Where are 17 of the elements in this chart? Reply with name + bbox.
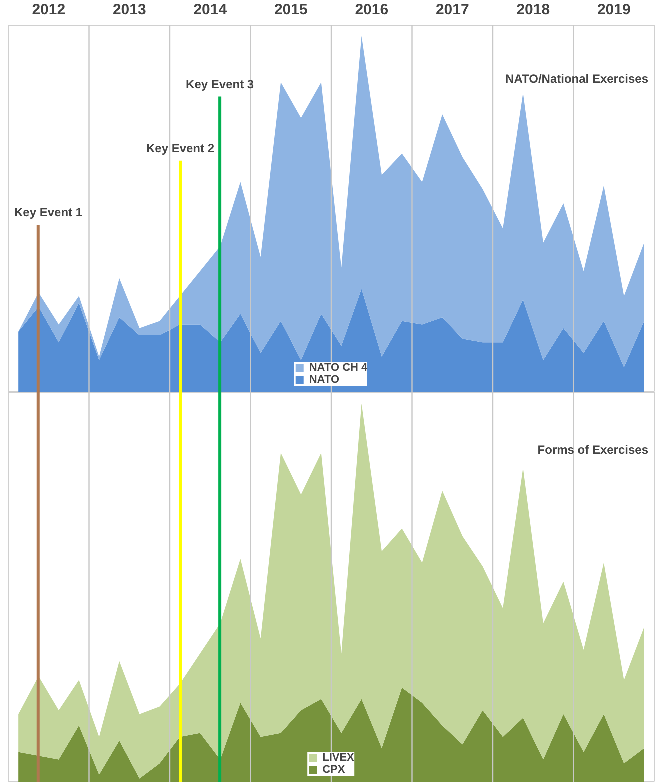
x-tick-label: 2012 xyxy=(32,2,66,18)
annotation: Forms of Exercises xyxy=(538,442,649,457)
x-tick-label: 2016 xyxy=(355,2,389,18)
x-tick-label: 2019 xyxy=(597,2,631,18)
ref-line-label: Key Event 1 xyxy=(14,206,83,220)
legend-label: NATO CH 4 xyxy=(309,362,368,374)
x-tick-label: 2018 xyxy=(516,2,550,18)
legend-label: LIVEX xyxy=(322,752,354,764)
annotation: NATO/National Exercises xyxy=(506,72,649,86)
ref-line-label: Key Event 3 xyxy=(186,77,254,92)
x-tick-label: 2014 xyxy=(194,2,228,18)
legend-label: NATO xyxy=(309,374,340,386)
legend-label: CPX xyxy=(322,764,346,776)
x-tick-label: 2015 xyxy=(274,2,308,18)
ref-line-label: Key Event 2 xyxy=(146,142,215,156)
x-tick-label: 2013 xyxy=(112,2,146,18)
x-tick-label: 2017 xyxy=(436,2,470,18)
